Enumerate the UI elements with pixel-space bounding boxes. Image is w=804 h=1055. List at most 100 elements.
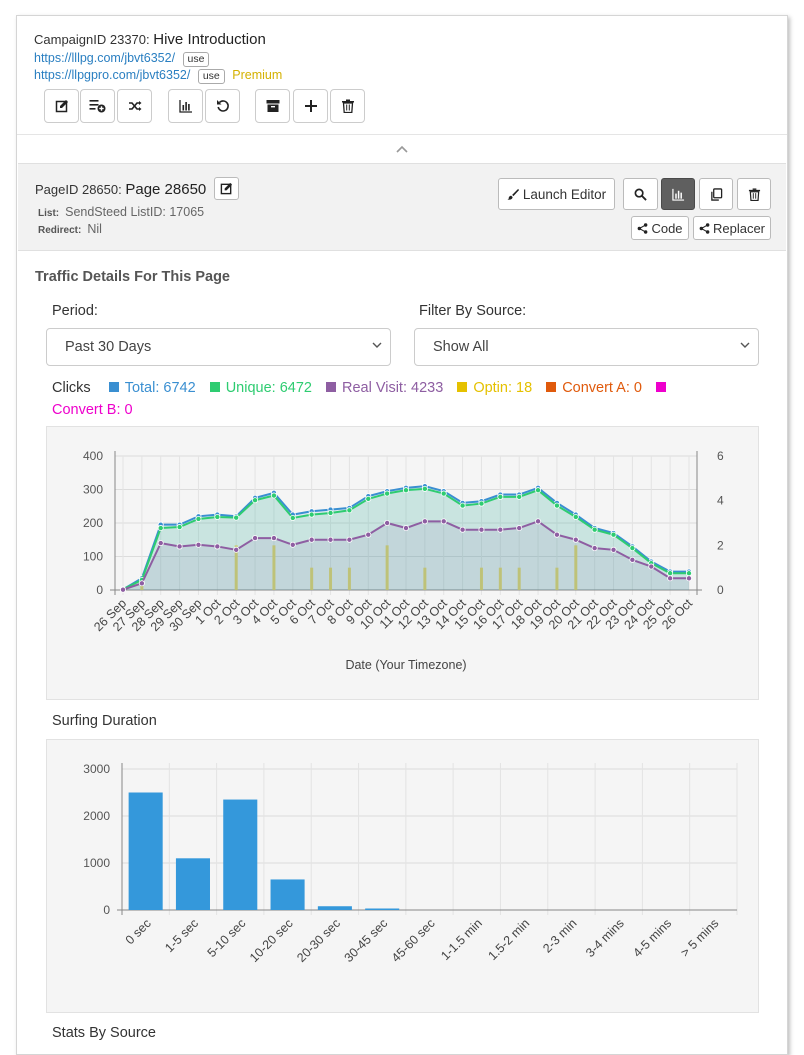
data-point <box>610 546 617 553</box>
data-point <box>686 575 693 582</box>
y2-tick-label: 0 <box>717 583 724 597</box>
search-page-button[interactable] <box>623 178 658 210</box>
duration-bar <box>223 799 258 910</box>
legend-unique[interactable]: Unique: 6472 <box>209 380 312 396</box>
legend-swatch <box>325 382 336 392</box>
trash-icon <box>341 99 354 113</box>
delete-page-button[interactable] <box>737 178 771 210</box>
x-tick-label: 1-5 sec <box>162 916 201 955</box>
data-point <box>120 586 127 593</box>
data-point <box>157 540 164 547</box>
data-point <box>535 487 542 494</box>
optin-bar <box>329 567 333 590</box>
source-filter-select[interactable]: Show All <box>414 328 759 366</box>
use-button-2[interactable]: use <box>197 69 225 84</box>
replacer-button[interactable]: Replacer <box>693 216 771 240</box>
data-point <box>346 536 353 543</box>
y2-tick-label: 4 <box>717 494 724 508</box>
data-point <box>176 543 183 550</box>
optin-bar <box>272 545 276 590</box>
edit-page-name-button[interactable] <box>213 177 239 200</box>
reset-button[interactable] <box>205 89 240 123</box>
data-point <box>497 526 504 533</box>
list-value: SendSteed ListID: 17065 <box>65 205 205 219</box>
legend-convert-b-text: Convert B: 0 <box>52 402 133 418</box>
copy-icon <box>710 187 722 201</box>
stats-button[interactable] <box>168 89 203 123</box>
optin-bar <box>310 567 314 590</box>
duration-bar <box>128 792 163 910</box>
add-page-button[interactable] <box>293 89 328 123</box>
page-id-label: PageID 28650: <box>35 181 122 197</box>
data-point <box>497 493 504 500</box>
x-tick-label: 30-45 sec <box>342 916 391 965</box>
data-point <box>686 570 693 577</box>
campaign-id-label: CampaignID 23370: <box>34 32 150 47</box>
data-point <box>289 541 296 548</box>
shuffle-button[interactable] <box>117 89 152 123</box>
data-point <box>289 514 296 521</box>
campaign-url-link-1[interactable]: https://lllpg.com/jbvt6352/ <box>34 51 176 65</box>
data-point <box>327 509 334 516</box>
x-tick-label: 20-30 sec <box>294 916 343 965</box>
stats-icon <box>178 100 192 113</box>
add-list-icon <box>89 100 106 113</box>
launch-editor-label: Launch Editor <box>522 186 607 202</box>
legend-real-visit[interactable]: Real Visit: 4233 <box>325 380 443 396</box>
data-point <box>233 546 240 553</box>
traffic-section-title: Traffic Details For This Page <box>35 269 230 285</box>
undo-icon <box>216 100 229 112</box>
optin-bar <box>479 567 483 590</box>
surfing-duration-chart: 0 1000 2000 3000 0 sec 1-5 sec 5-10 sec 10-20 s… <box>46 739 759 1013</box>
optin-bar <box>574 545 578 590</box>
chevron-up-icon <box>396 145 408 153</box>
y-tick-label: 0 <box>96 583 103 597</box>
share-icon <box>699 222 710 234</box>
data-point <box>195 515 202 522</box>
legend-swatch <box>108 382 119 392</box>
copy-page-button[interactable] <box>699 178 733 210</box>
legend-total[interactable]: Total: 6742 <box>108 380 196 396</box>
x-tick-label: 10-20 sec <box>247 916 296 965</box>
series-area-unique <box>123 488 689 590</box>
y-tick-label: 3000 <box>83 762 110 776</box>
collapse-toggle[interactable] <box>17 134 787 162</box>
chevron-down-icon <box>740 342 750 348</box>
campaign-url-1: https://lllpg.com/jbvt6352/ use <box>34 51 210 67</box>
data-point <box>402 525 409 532</box>
x-tick-label: 1.5-2 min <box>485 916 532 963</box>
legend-convert-b-swatch-item[interactable] <box>656 380 672 396</box>
data-point <box>421 518 428 525</box>
delete-campaign-button[interactable] <box>330 89 365 123</box>
legend-optin[interactable]: Optin: 18 <box>457 380 532 396</box>
archive-button[interactable] <box>255 89 290 123</box>
redirect-label: Redirect: <box>38 225 82 236</box>
data-point <box>195 541 202 548</box>
data-point <box>516 493 523 500</box>
code-button[interactable]: Code <box>631 216 689 240</box>
data-point <box>440 490 447 497</box>
data-point <box>252 535 259 542</box>
brush-icon <box>507 188 519 200</box>
y-tick-label: 400 <box>83 449 103 463</box>
page-stats-button[interactable] <box>661 178 695 210</box>
stats-icon <box>671 188 684 201</box>
x-tick-label: 0 sec <box>123 916 154 947</box>
add-to-list-button[interactable] <box>80 89 115 123</box>
x-tick-label: > 5 mins <box>678 916 722 960</box>
code-label: Code <box>651 220 683 236</box>
use-button-1[interactable]: use <box>182 52 210 67</box>
edit-campaign-button[interactable] <box>44 89 79 123</box>
y-tick-label: 1000 <box>83 856 110 870</box>
trash-icon <box>748 187 760 201</box>
period-select[interactable]: Past 30 Days <box>46 328 391 366</box>
legend-convert-a[interactable]: Convert A: 0 <box>546 380 642 396</box>
share-icon <box>638 222 648 234</box>
optin-bar <box>517 567 521 590</box>
campaign-url-link-2[interactable]: https://llpgpro.com/jbvt6352/ <box>34 68 191 82</box>
launch-editor-button[interactable]: Launch Editor <box>498 178 615 210</box>
series-area-total <box>123 486 689 590</box>
data-point <box>572 536 579 543</box>
legend-convert-a-text: Convert A: 0 <box>562 380 642 396</box>
data-point <box>629 556 636 563</box>
